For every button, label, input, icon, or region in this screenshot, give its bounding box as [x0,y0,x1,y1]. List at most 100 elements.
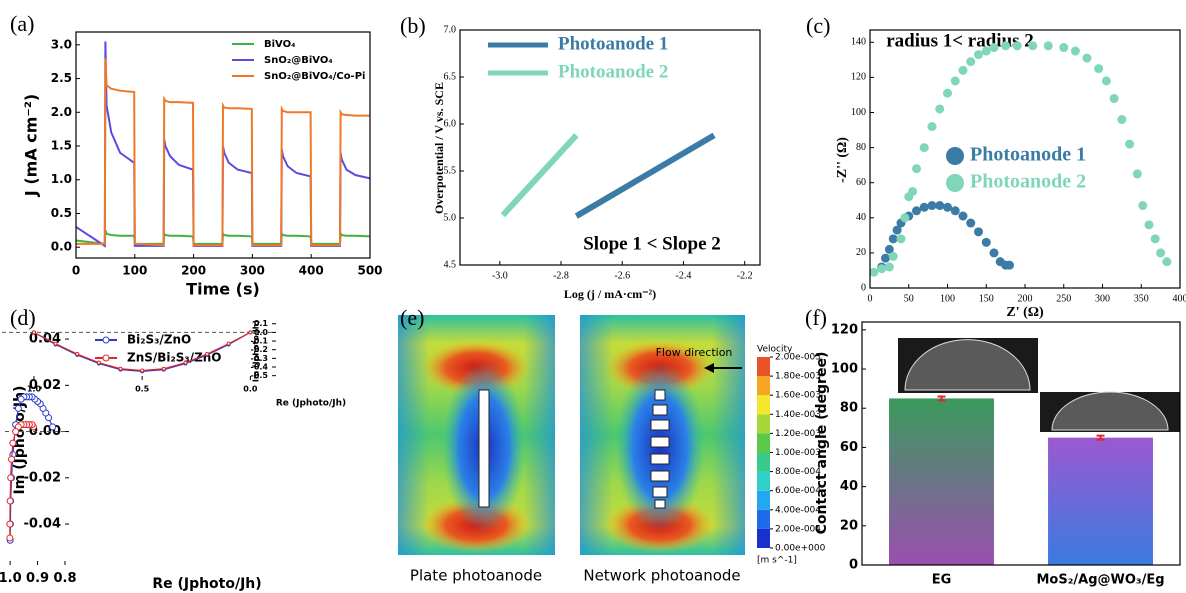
point [1101,76,1111,86]
colorbar-band [757,357,770,377]
point [6,534,14,542]
y-tick-label: 80 [856,142,866,153]
x-axis-label: Re (Jphoto/Jh) [276,399,346,409]
legend-marker [102,336,110,344]
point [53,341,58,346]
y-axis-label: Contact angle (degree) [814,352,830,535]
colorbar-tick-label: 0.00e+000 [775,544,826,554]
point [981,237,991,247]
point [1132,169,1142,179]
x-tick-label: -2.8 [553,270,569,281]
y-tick-label: 60 [840,440,858,455]
point [888,234,898,244]
point [927,122,937,132]
y-tick-label: 7.0 [444,24,457,35]
y-tick-label: 5.0 [444,212,457,223]
x-tick-label: -3.0 [492,270,508,281]
legend-label: BiVO₄ [264,39,296,50]
point [1094,64,1104,74]
point [1144,220,1154,230]
colorbar-band [757,395,770,415]
point [31,330,36,335]
x-tick-label: -2.2 [737,270,753,281]
point [927,201,937,211]
flow-arrowhead [704,363,714,373]
legend-label: ZnS/Bi₂S₃/ZnO [127,351,222,365]
y-tick-label: 1.5 [51,139,72,153]
point [205,352,210,357]
point [118,366,123,371]
panel-label: (c) [806,13,830,38]
x-axis-label: Time (s) [186,280,260,299]
flow-images [398,315,745,555]
point [908,186,918,196]
colorbar-tick-label: 2.00e-004 [775,524,821,534]
point [974,50,983,60]
network-electrode [650,389,670,509]
y-tick-label: -0.5 [251,371,269,380]
legend-marker [946,174,964,192]
point [881,253,890,263]
y-tick-label: -0.3 [251,354,269,363]
plot: 0.00.51.00.10.0-0.1-0.2-0.3-0.4-0.5Re (J… [1,319,346,409]
point [989,248,999,258]
x-tick-label: 100 [940,293,955,304]
annotation: Flow direction [656,346,733,359]
point [919,202,929,212]
x-tick-label: 0.5 [135,385,150,394]
legend-label: Photoanode 1 [558,33,668,54]
point [1125,139,1135,149]
x-tick-label: 300 [1095,293,1110,304]
point [1059,43,1069,53]
point [1109,93,1119,103]
colorbar-band [757,452,770,472]
point [248,330,253,335]
panel-label: (d) [10,305,36,330]
plot: 0 50 100 150 200 250 300 350 400 0 20 40 60 80 100 120 1… [835,29,1186,320]
x-tick-label: 400 [299,263,324,277]
point [1001,41,1011,51]
bar [889,398,994,565]
panel-label: (a) [10,11,34,36]
x-tick-label: 0 [72,263,80,277]
point [1005,260,1014,270]
x-axis-label: Z' (Ω) [1006,305,1044,320]
colorbar-tick-label: 8.00e-004 [775,467,821,477]
plot-frame [75,31,371,259]
y-tick-label: -0.4 [251,363,269,372]
error-bar [937,395,946,402]
x-tick-label: 250 [1056,293,1071,304]
panel-label: (b) [400,13,426,38]
plot-frame [861,321,1181,566]
x-axis-label: Re (Jphoto/Jh) [152,576,261,592]
legend-marker [946,147,964,165]
x-tick-label: 300 [240,263,265,277]
y-tick-label: 6.0 [444,118,457,129]
point [943,202,952,212]
panel-label: (e) [400,305,424,330]
y-tick-label: -0.02 [24,470,61,485]
y-axis-label: Im (Jphoto/Jh) [12,386,28,495]
point [1138,201,1148,211]
colorbar-unit: [m s^-1] [757,556,797,566]
y-tick-label: 0.1 [254,319,269,328]
point [49,423,57,431]
colorbar-tick-label: 4.00e-004 [775,505,821,515]
panel-label: (f) [805,305,827,330]
annotation: Slope 1 < Slope 2 [583,233,721,254]
series-line [76,58,370,247]
y-tick-label: 6.5 [444,71,457,82]
point [877,264,887,274]
x-tick-label: 1.0 [0,571,22,586]
point [888,251,898,261]
y-tick-label: -0.1 [251,337,269,346]
x-tick-label: MoS₂/Ag@WO₃/Eg [1036,573,1164,588]
point [7,474,15,482]
legend-marker [102,354,110,362]
legend-label: Bi₂S₃/ZnO [127,333,191,347]
x-tick-label: 100 [122,263,147,277]
y-tick-label: 0.02 [29,378,61,393]
point [950,206,960,216]
